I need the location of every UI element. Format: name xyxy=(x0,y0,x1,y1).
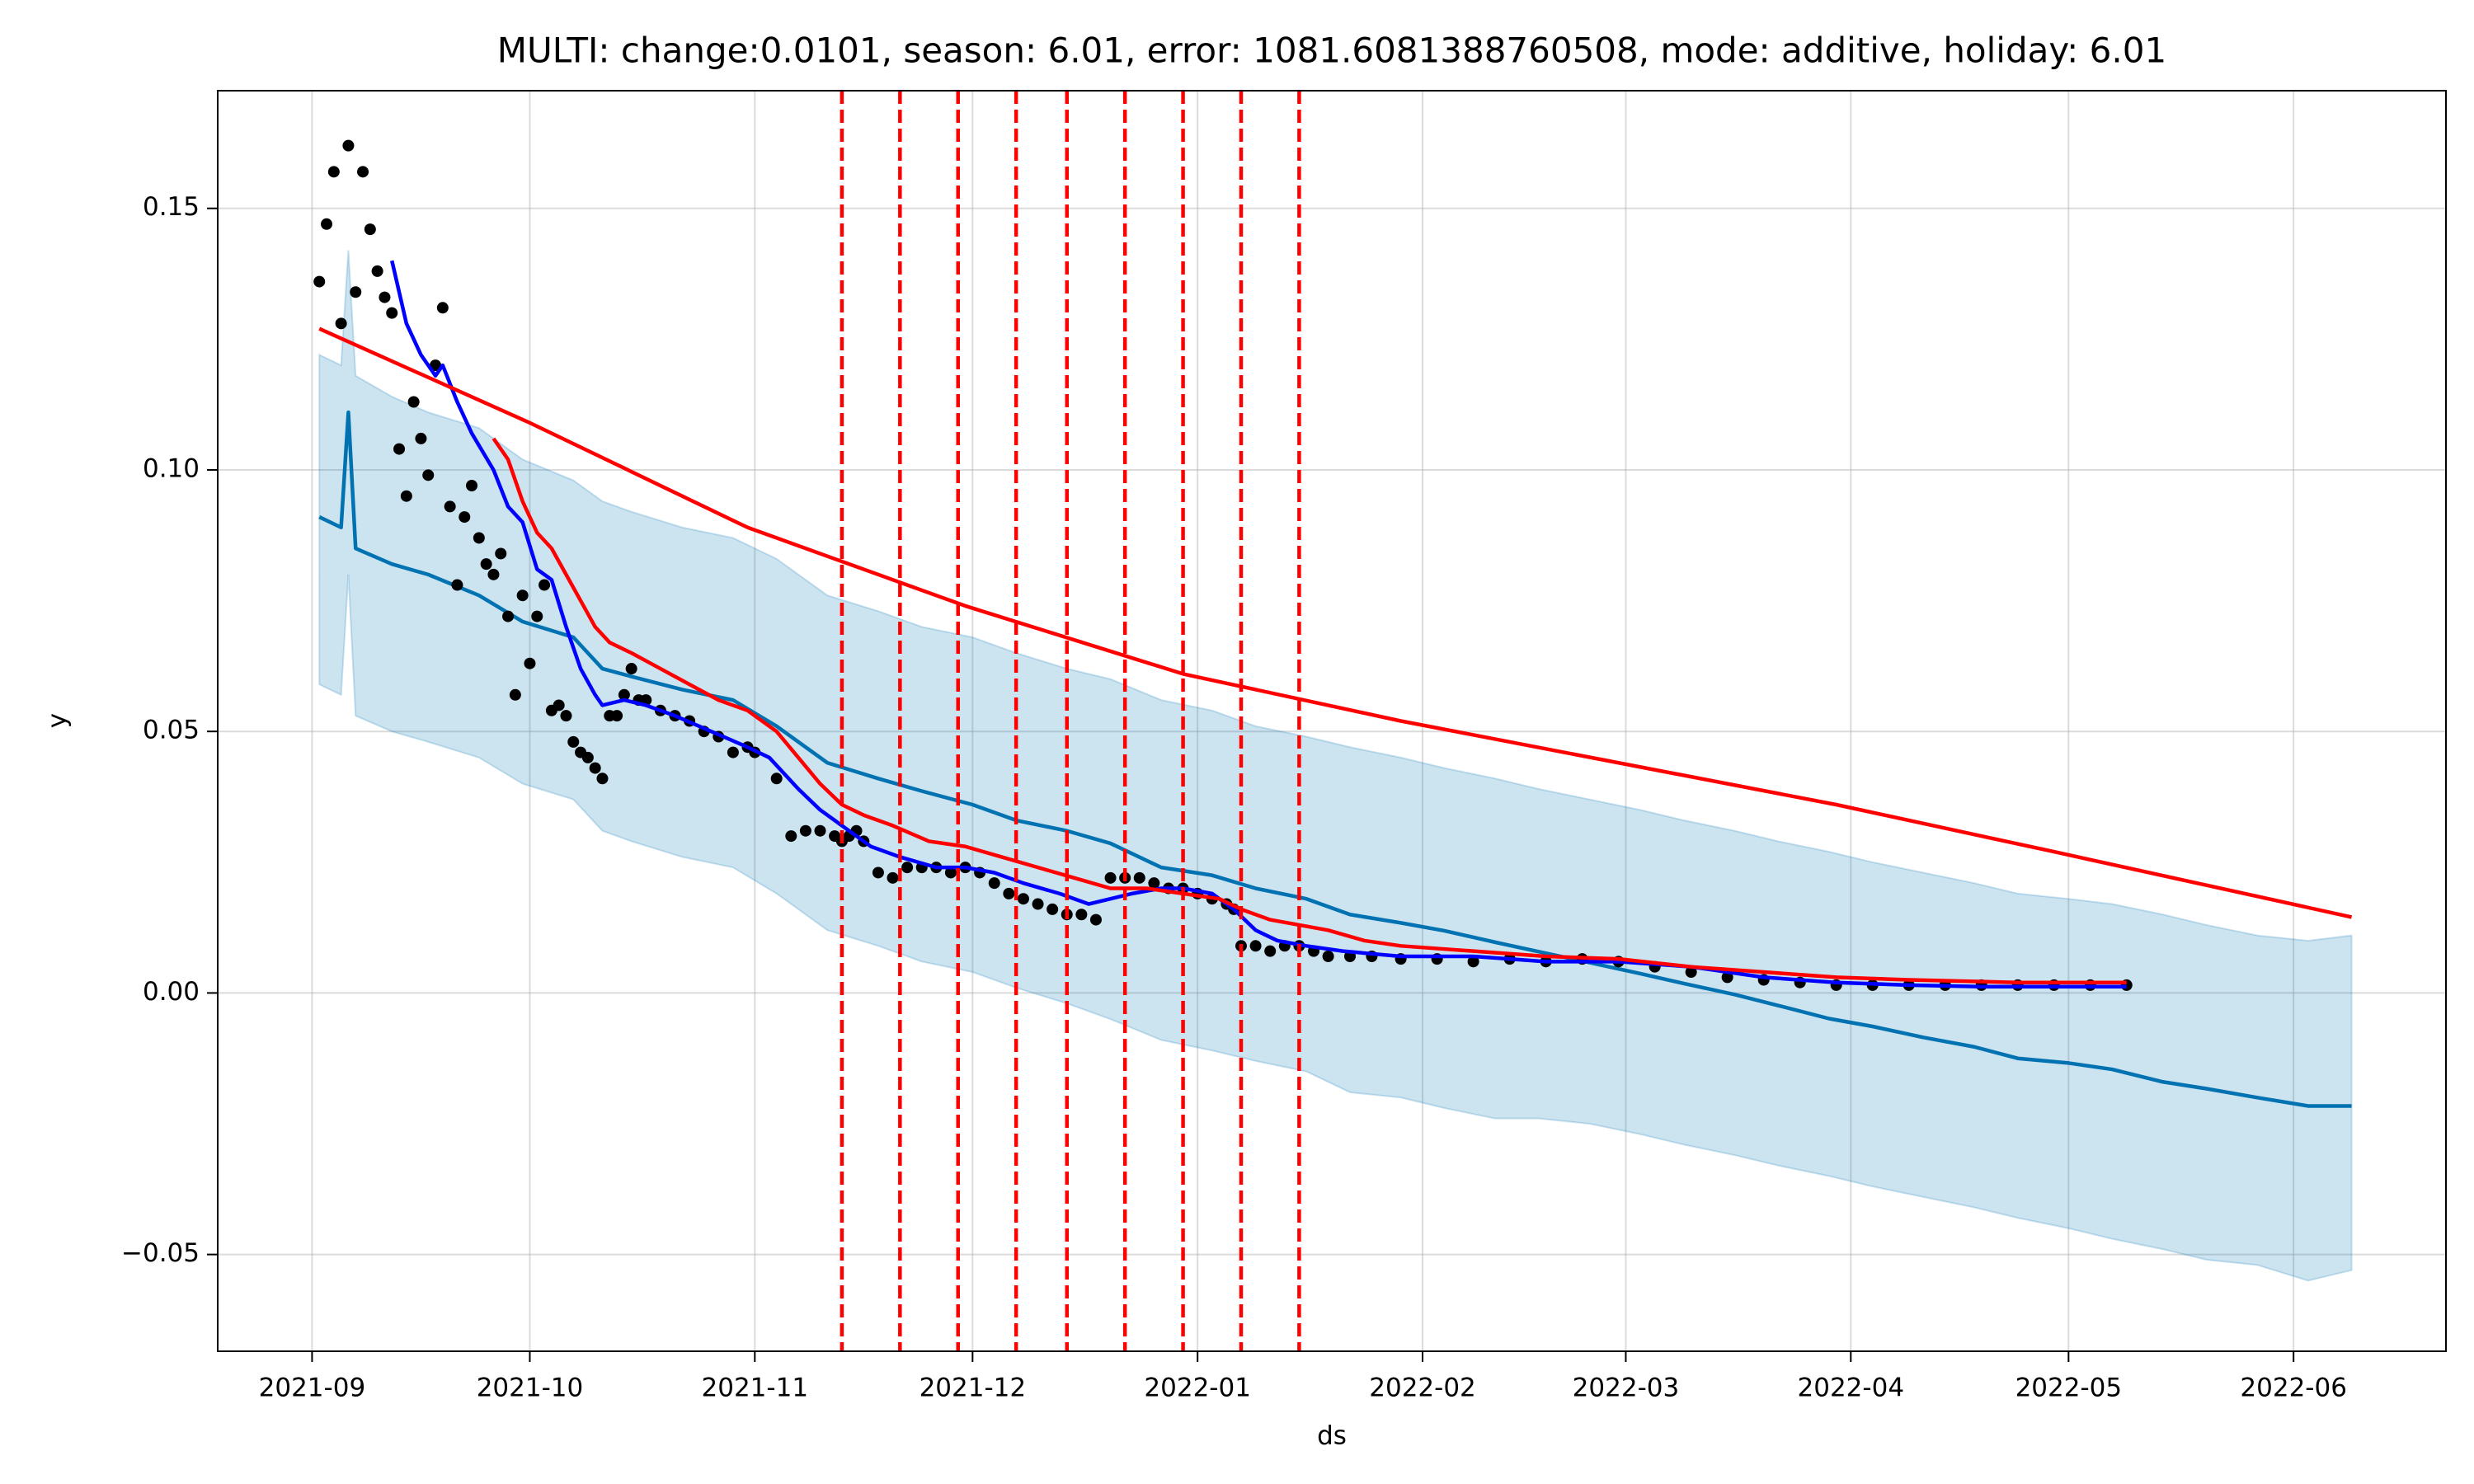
data-point xyxy=(524,657,536,669)
data-point xyxy=(727,746,739,758)
data-point xyxy=(466,480,478,492)
data-point xyxy=(422,469,435,481)
x-axis-label: ds xyxy=(1317,1421,1347,1451)
data-point xyxy=(625,663,637,675)
data-point xyxy=(560,710,572,722)
data-point xyxy=(1075,909,1088,921)
data-point xyxy=(944,866,957,879)
x-tick-label: 2022-02 xyxy=(1369,1374,1476,1403)
data-point xyxy=(1148,877,1160,890)
data-point xyxy=(988,877,1000,890)
data-point xyxy=(567,735,580,748)
data-point xyxy=(539,579,551,591)
data-point xyxy=(327,166,340,178)
data-point xyxy=(509,688,521,701)
data-point xyxy=(516,589,529,602)
data-point xyxy=(321,218,333,230)
data-point xyxy=(901,862,914,874)
y-tick-label: 0.10 xyxy=(143,453,200,483)
x-tick-label: 2022-04 xyxy=(1798,1374,1905,1403)
data-point xyxy=(1685,966,1697,979)
data-point xyxy=(350,286,362,298)
data-point xyxy=(785,830,797,843)
line xyxy=(318,410,2352,1108)
data-point xyxy=(436,302,449,314)
data-point xyxy=(379,291,391,303)
y-tick-label: 0.15 xyxy=(143,192,200,222)
data-point xyxy=(342,139,355,152)
data-point xyxy=(770,773,783,785)
x-tick-label: 2022-01 xyxy=(1144,1374,1251,1403)
axes: 2021-09 2021-10 2021-11 2021-12 2022-01 2022-… xyxy=(121,192,2347,1402)
data-point xyxy=(502,610,515,622)
x-tick-label: 2021-09 xyxy=(259,1374,366,1403)
data-point xyxy=(1047,903,1059,915)
data-point xyxy=(430,359,442,372)
x-tick-label: 2022-06 xyxy=(2240,1374,2347,1403)
data-point xyxy=(618,688,630,701)
data-point xyxy=(415,432,427,444)
data-point xyxy=(872,866,884,879)
grid xyxy=(218,91,2446,1351)
data-point xyxy=(407,396,420,408)
data-point xyxy=(480,558,492,571)
data-point xyxy=(611,710,623,722)
data-point xyxy=(553,699,565,711)
data-point xyxy=(451,579,463,591)
x-tick-label: 2021-11 xyxy=(702,1374,809,1403)
data-point xyxy=(531,610,543,622)
y-tick-label: −0.05 xyxy=(121,1238,200,1268)
data-point xyxy=(1104,871,1117,884)
data-point xyxy=(1467,956,1479,968)
data-point xyxy=(799,824,811,837)
data-point xyxy=(335,317,347,330)
data-point xyxy=(487,568,500,580)
data-point xyxy=(1003,887,1015,899)
data-point xyxy=(364,223,376,236)
data-point xyxy=(1133,871,1145,884)
data-point xyxy=(393,443,406,455)
y-axis-label: y xyxy=(43,713,73,728)
axes-frame xyxy=(217,90,2447,1352)
data-point xyxy=(1322,950,1334,962)
data-point xyxy=(887,871,899,884)
data-point xyxy=(589,762,601,774)
data-point xyxy=(400,490,412,502)
chart-title: MULTI: change:0.0101, season: 6.01, erro… xyxy=(497,31,2166,71)
x-tick-label: 2022-05 xyxy=(2015,1374,2123,1403)
y-tick-label: 0.05 xyxy=(143,716,200,745)
data-point xyxy=(1249,940,1262,952)
data-point xyxy=(1089,913,1102,926)
data-point xyxy=(596,773,609,785)
data-point xyxy=(459,511,471,524)
data-point xyxy=(444,500,456,513)
data-point xyxy=(473,532,485,544)
x-tick-label: 2022-03 xyxy=(1573,1374,1680,1403)
data-point xyxy=(1264,945,1277,957)
y-tick-label: 0.00 xyxy=(143,977,200,1007)
data-point xyxy=(386,307,398,319)
data-point xyxy=(371,265,383,277)
x-tick-label: 2021-12 xyxy=(920,1374,1027,1403)
data-point xyxy=(581,751,594,763)
data-point xyxy=(1721,971,1733,984)
x-tick-label: 2021-10 xyxy=(477,1374,584,1403)
data-point xyxy=(1032,898,1044,910)
data-point xyxy=(495,547,507,560)
data-point xyxy=(814,824,826,837)
line xyxy=(318,326,2353,919)
line xyxy=(492,437,2127,984)
data-point xyxy=(357,166,369,178)
plot-area xyxy=(313,91,2353,1351)
data-point xyxy=(313,275,326,288)
data-point xyxy=(1017,893,1029,905)
